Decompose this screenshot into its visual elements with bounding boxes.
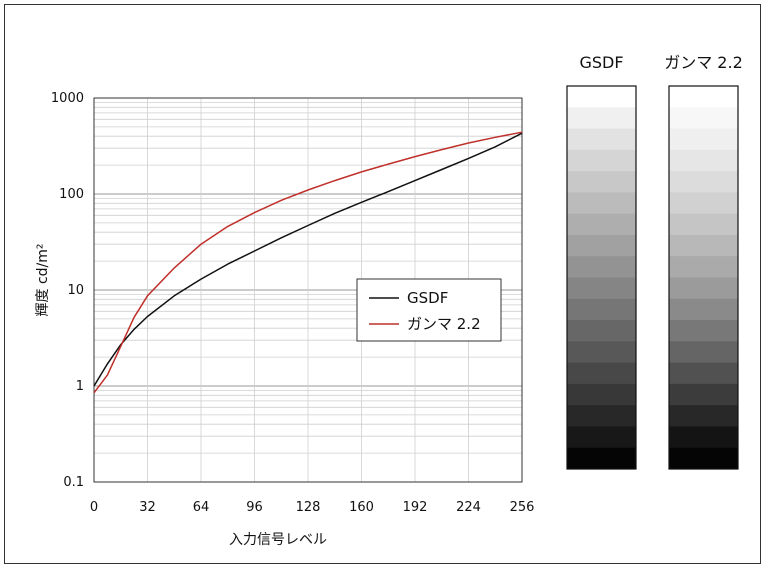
y-tick-label: 1 — [76, 379, 84, 394]
gray-step — [567, 107, 636, 130]
gray-step — [567, 426, 636, 449]
figure-frame: 0 32 64 96 128 160 192 224 256 0.1 1 10 100 1000 入力信号… — [4, 4, 761, 564]
gray-step — [669, 383, 738, 406]
gray-step — [567, 362, 636, 385]
gray-step — [669, 298, 738, 321]
gray-step — [669, 107, 738, 130]
gray-step — [669, 234, 738, 257]
x-tick-label: 32 — [139, 500, 156, 515]
gray-step — [669, 426, 738, 449]
x-tick-label: 128 — [296, 500, 321, 515]
gray-step — [567, 298, 636, 321]
x-tick-label: 160 — [349, 500, 374, 515]
chart-svg: 0 32 64 96 128 160 192 224 256 0.1 1 10 100 1000 入力信号… — [35, 53, 743, 548]
gray-step — [669, 447, 738, 470]
gray-strip-gamma — [668, 85, 739, 470]
gray-step — [669, 213, 738, 236]
series-line-gsdf — [93, 132, 523, 387]
gray-step — [567, 128, 636, 151]
gray-step — [669, 128, 738, 151]
gray-step — [669, 277, 738, 300]
gray-step — [669, 405, 738, 427]
x-tick-label: 0 — [90, 500, 98, 515]
gray-step — [669, 192, 738, 215]
legend: GSDF ガンマ 2.2 — [356, 278, 502, 342]
gray-step — [669, 341, 738, 364]
plot-area — [93, 97, 523, 483]
y-tick-label: 10 — [67, 283, 84, 298]
legend-box — [356, 278, 502, 342]
strip-border — [566, 85, 637, 470]
gray-step — [567, 277, 636, 300]
legend-label-gsdf: GSDF — [407, 289, 448, 307]
gray-step — [669, 171, 738, 193]
x-tick-label: 192 — [403, 500, 428, 515]
series-layer — [93, 131, 523, 394]
strip-title-gsdf: GSDF — [579, 53, 623, 72]
gray-step — [669, 256, 738, 278]
gray-step — [567, 234, 636, 257]
y-tick-label: 0.1 — [63, 475, 84, 490]
gray-step — [567, 149, 636, 172]
gray-step — [567, 256, 636, 278]
gray-step — [567, 405, 636, 427]
gray-step — [567, 320, 636, 342]
gray-step — [567, 213, 636, 236]
gray-strip-gsdf — [566, 85, 637, 470]
x-tick-label: 96 — [246, 500, 263, 515]
x-tick-label: 256 — [510, 500, 535, 515]
gray-step — [669, 362, 738, 385]
legend-label-gamma: ガンマ 2.2 — [407, 315, 481, 333]
gray-strips: GSDF ガンマ 2.2 — [566, 53, 743, 470]
gray-step — [567, 447, 636, 470]
gray-step — [567, 171, 636, 193]
tick-labels: 0 32 64 96 128 160 192 224 256 0.1 1 10 100 1000 — [51, 91, 535, 515]
x-axis-label: 入力信号レベル — [229, 532, 327, 548]
series-line-gamma — [93, 131, 523, 394]
gray-step — [567, 341, 636, 364]
gray-step — [567, 383, 636, 406]
y-axis-label: 輝度 cd/m² — [35, 243, 51, 316]
gray-step — [669, 320, 738, 342]
strip-border — [668, 85, 739, 470]
y-tick-label: 100 — [59, 187, 84, 202]
gray-step — [669, 149, 738, 172]
gray-step — [669, 86, 738, 108]
x-tick-label: 224 — [456, 500, 481, 515]
y-tick-label: 1000 — [51, 91, 84, 106]
x-tick-label: 64 — [193, 500, 210, 515]
gray-step — [567, 192, 636, 215]
strip-title-gamma: ガンマ 2.2 — [664, 53, 743, 72]
gray-step — [567, 86, 636, 108]
